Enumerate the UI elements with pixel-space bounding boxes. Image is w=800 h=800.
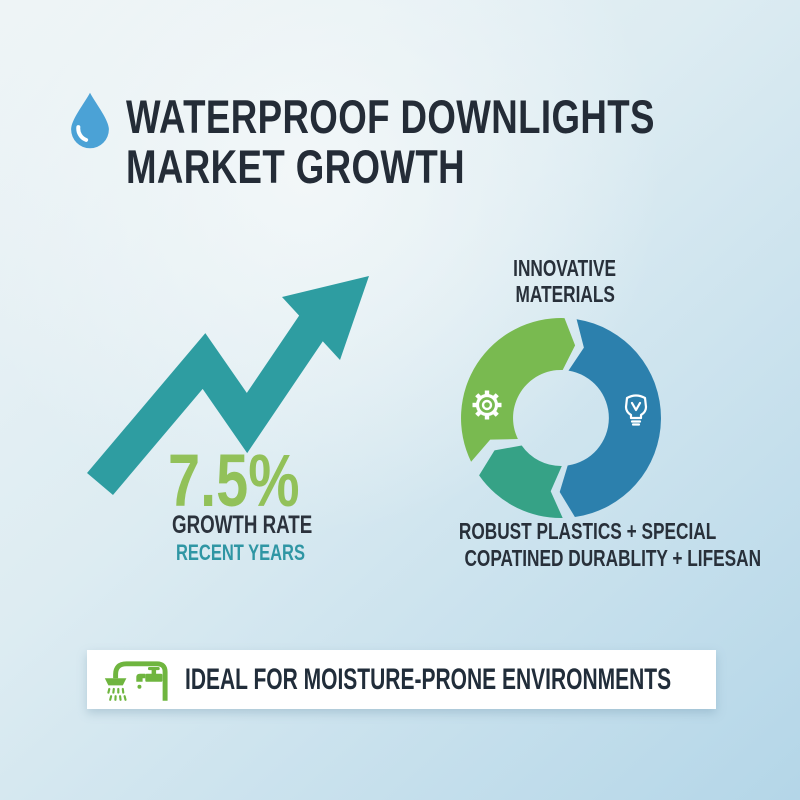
cycle-title-line-1: INNOVATIVE xyxy=(513,255,617,281)
growth-rate-label: GROWTH RATE xyxy=(172,511,313,539)
cycle-caption-line-2: COPATINED DURABLITY + LIFESAN xyxy=(464,545,762,571)
title-line-1: WATERPROOF DOWNLIGHTS xyxy=(126,90,655,143)
cycle-segment-green xyxy=(461,318,576,462)
growth-rate-period: RECENT YEARS xyxy=(176,540,305,565)
page-title: WATERPROOF DOWNLIGHTS MARKET GROWTH xyxy=(126,92,800,192)
shower-faucet-icon xyxy=(104,660,168,701)
lightbulb-icon xyxy=(624,394,648,426)
cycle-segment-teal xyxy=(479,445,563,519)
cycle-segment-blue xyxy=(559,319,661,517)
banner-text: IDEAL FOR MOISTURE-PRONE ENVIRONMENTS xyxy=(185,662,672,696)
title-line-2: MARKET GROWTH xyxy=(126,140,466,193)
cycle-title: INNOVATIVE MATERIALS xyxy=(440,255,690,307)
growth-rate-value: 7.5% xyxy=(168,439,300,522)
banner: IDEAL FOR MOISTURE-PRONE ENVIRONMENTS xyxy=(87,650,716,709)
cycle-caption: ROBUST PLASTICS + SPECIAL COPATINED DURA… xyxy=(415,518,762,572)
growth-arrow xyxy=(87,276,369,495)
arrow-head xyxy=(282,276,369,360)
water-drop-icon xyxy=(71,92,109,149)
materials-cycle-diagram xyxy=(461,318,661,519)
gear-icon xyxy=(472,390,502,420)
cycle-caption-line-1: ROBUST PLASTICS + SPECIAL xyxy=(458,518,717,544)
cycle-title-line-2: MATERIALS xyxy=(515,281,615,307)
